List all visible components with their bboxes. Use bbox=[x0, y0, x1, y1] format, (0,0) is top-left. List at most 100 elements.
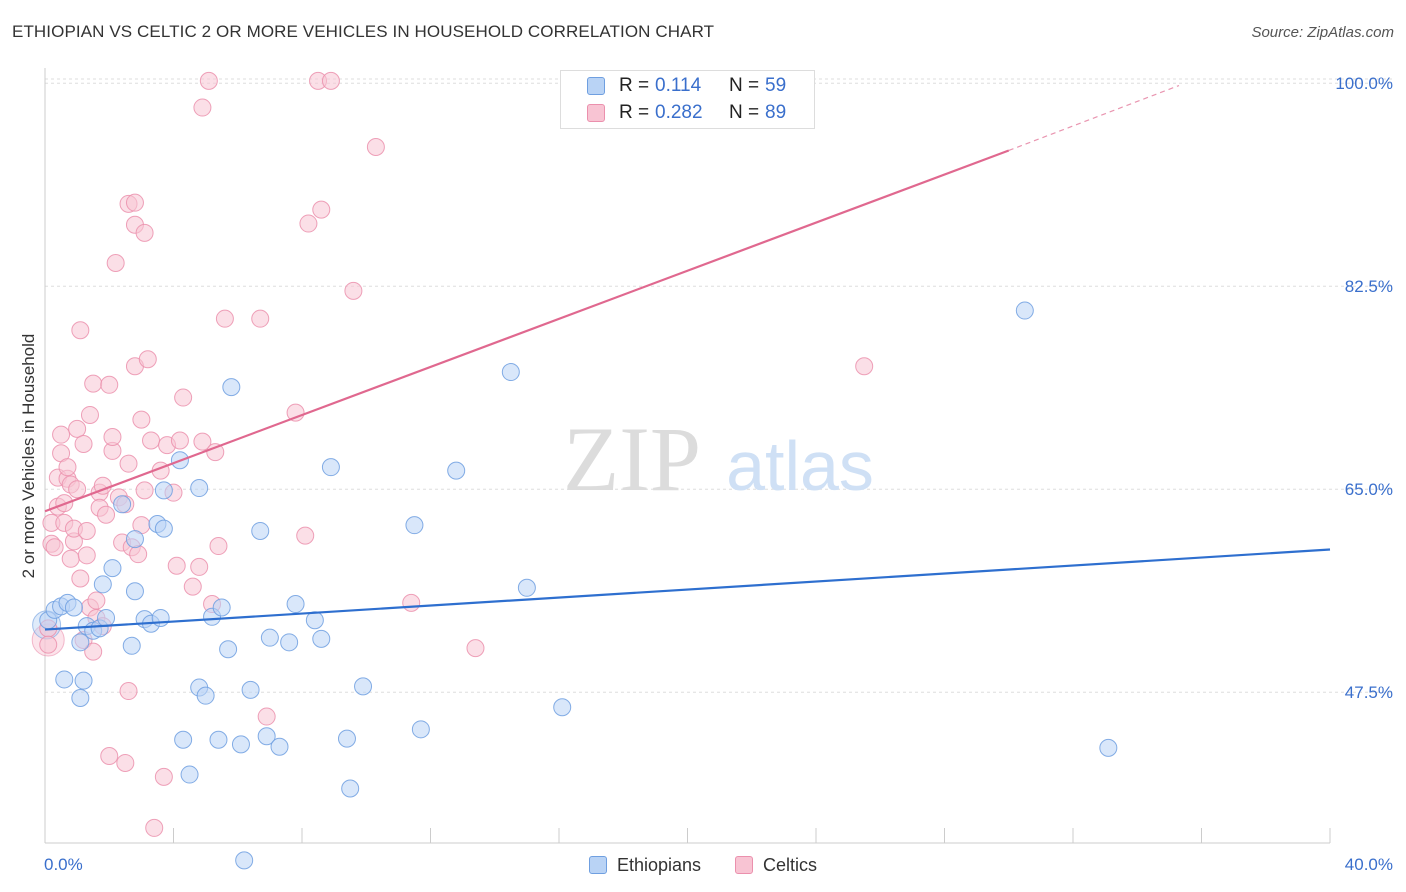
celtic-point bbox=[138, 350, 157, 369]
legend-swatch-celtics bbox=[735, 856, 754, 874]
correlation-row-celtics: R = 0.282 N = 89 bbox=[587, 100, 809, 126]
x-tick-label: 0.0% bbox=[44, 855, 83, 874]
source-label: Source: ZipAtlas.com bbox=[1251, 24, 1394, 41]
ethiopian-point bbox=[113, 495, 132, 514]
ethiopians-n-label: N = bbox=[729, 75, 760, 96]
ethiopian-point bbox=[151, 608, 170, 627]
celtic-point bbox=[170, 431, 189, 450]
ethiopian-point bbox=[222, 378, 241, 397]
celtic-point bbox=[52, 425, 71, 444]
celtic-point bbox=[402, 593, 421, 612]
celtic-point bbox=[80, 405, 99, 424]
ethiopian-point bbox=[93, 575, 112, 594]
celtic-point bbox=[366, 138, 385, 156]
chart-title: ETHIOPIAN VS CELTIC 2 OR MORE VEHICLES I… bbox=[12, 22, 715, 41]
ethiopian-point bbox=[209, 730, 228, 749]
correlation-legend: R = 0.114 N = 59 R = 0.282 N = 89 bbox=[560, 70, 815, 129]
celtic-point bbox=[71, 321, 90, 340]
axes-layer: 47.5% 65.0% 82.5% 100.0% 0.0% 40.0% bbox=[44, 68, 1393, 874]
celtic-point bbox=[855, 357, 874, 376]
ethiopians-trendline bbox=[44, 548, 1331, 631]
ethiopian-point bbox=[257, 727, 276, 746]
legend-item-ethiopians[interactable]: Ethiopians bbox=[588, 855, 701, 876]
points-layer bbox=[31, 71, 1118, 870]
ethiopian-point bbox=[411, 720, 430, 739]
celtic-point bbox=[299, 214, 318, 233]
celtic-point bbox=[135, 223, 154, 242]
celtic-point bbox=[209, 537, 228, 556]
celtic-point bbox=[106, 254, 125, 272]
celtic-point bbox=[193, 98, 212, 117]
ethiopian-point bbox=[122, 636, 141, 655]
ethiopian-point bbox=[235, 851, 254, 870]
y-tick-label: 47.5% bbox=[1345, 683, 1393, 702]
celtic-point bbox=[116, 753, 135, 772]
watermark-atlas: atlas bbox=[726, 427, 874, 505]
legend-item-celtics[interactable]: Celtics bbox=[735, 855, 817, 876]
ethiopian-point bbox=[97, 608, 116, 627]
ethiopian-point bbox=[337, 729, 356, 748]
celtic-point bbox=[84, 642, 103, 661]
celtic-point bbox=[296, 526, 315, 545]
celtic-point bbox=[77, 546, 96, 565]
celtic-point bbox=[77, 521, 96, 540]
ethiopian-point bbox=[251, 521, 270, 540]
ethiopian-point bbox=[1099, 738, 1118, 757]
grid-layer bbox=[45, 78, 1392, 693]
ethiopians-swatch bbox=[587, 77, 605, 95]
celtic-point bbox=[215, 309, 234, 328]
celtic-point bbox=[344, 281, 363, 300]
ethiopians-r-value: 0.114 bbox=[655, 75, 702, 96]
celtic-point bbox=[119, 454, 138, 473]
ethiopian-point bbox=[286, 595, 305, 614]
y-tick-label: 65.0% bbox=[1345, 480, 1393, 499]
ethiopian-point bbox=[305, 611, 324, 630]
ethiopian-point bbox=[1015, 301, 1034, 320]
celtic-point bbox=[87, 591, 106, 610]
ethiopian-point bbox=[260, 628, 279, 647]
celtics-n-label: N = bbox=[729, 102, 760, 123]
ethiopian-point bbox=[74, 671, 93, 690]
celtic-point bbox=[312, 200, 331, 219]
ethiopian-point bbox=[405, 516, 424, 535]
ethiopian-point bbox=[125, 582, 144, 601]
celtic-point bbox=[145, 818, 164, 837]
ethiopian-point bbox=[321, 458, 340, 477]
legend-swatch-ethiopians bbox=[588, 856, 607, 874]
ethiopian-point bbox=[241, 680, 260, 699]
celtic-point bbox=[183, 577, 202, 596]
watermark: ZIP atlas bbox=[563, 408, 874, 510]
ethiopian-point bbox=[71, 633, 90, 652]
celtic-point bbox=[132, 410, 151, 429]
legend-label-celtics: Celtics bbox=[763, 854, 818, 875]
celtic-point bbox=[167, 556, 186, 575]
celtic-point bbox=[58, 458, 77, 477]
ethiopians-r-label: R = bbox=[619, 75, 650, 96]
celtic-point bbox=[466, 639, 485, 658]
ethiopian-point bbox=[174, 730, 193, 749]
celtic-point bbox=[154, 767, 173, 786]
trend-layer bbox=[44, 84, 1331, 631]
celtic-point bbox=[61, 549, 80, 568]
celtic-point bbox=[193, 432, 212, 451]
ethiopian-point bbox=[190, 479, 209, 498]
celtic-point bbox=[68, 480, 87, 499]
celtic-point bbox=[100, 747, 119, 765]
celtic-point bbox=[39, 635, 58, 654]
ethiopian-point bbox=[55, 670, 74, 689]
celtics-r-value: 0.282 bbox=[655, 102, 703, 123]
ethiopian-point bbox=[312, 629, 331, 648]
ethiopians-n-value: 59 bbox=[765, 75, 787, 96]
celtics-n-value: 89 bbox=[765, 102, 787, 123]
celtic-point bbox=[84, 374, 103, 393]
celtic-point bbox=[97, 505, 116, 524]
ethiopian-point bbox=[64, 598, 83, 617]
celtic-point bbox=[174, 388, 193, 407]
celtic-point bbox=[68, 419, 87, 438]
watermark-zip: ZIP bbox=[563, 408, 701, 510]
celtic-point bbox=[119, 682, 138, 701]
ethiopian-point bbox=[154, 481, 173, 500]
ethiopian-point bbox=[212, 598, 231, 617]
celtic-point bbox=[257, 707, 276, 726]
